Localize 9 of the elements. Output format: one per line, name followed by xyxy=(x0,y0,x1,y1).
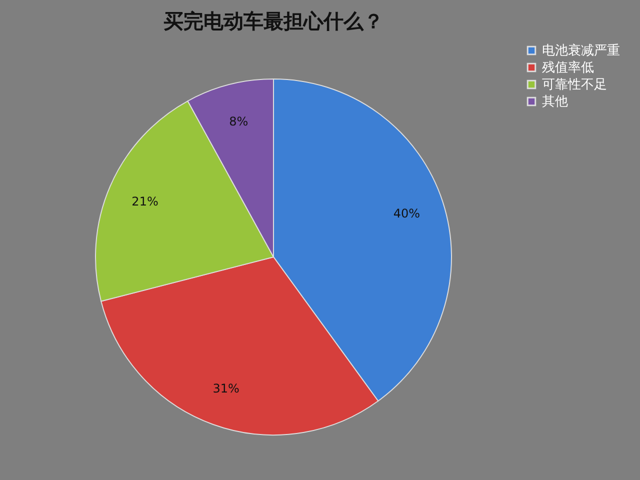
data-label: 40% xyxy=(393,206,420,221)
data-label: 31% xyxy=(212,382,240,396)
legend-label: 残值率低 xyxy=(542,60,594,76)
legend-label: 其他 xyxy=(542,94,568,110)
chart-title: 买完电动车最担心什么？ xyxy=(164,9,384,33)
legend-label: 电池衰减严重 xyxy=(542,42,620,58)
data-label: 8% xyxy=(229,114,248,128)
data-label: 21% xyxy=(132,194,158,208)
legend-label: 可靠性不足 xyxy=(542,78,607,92)
